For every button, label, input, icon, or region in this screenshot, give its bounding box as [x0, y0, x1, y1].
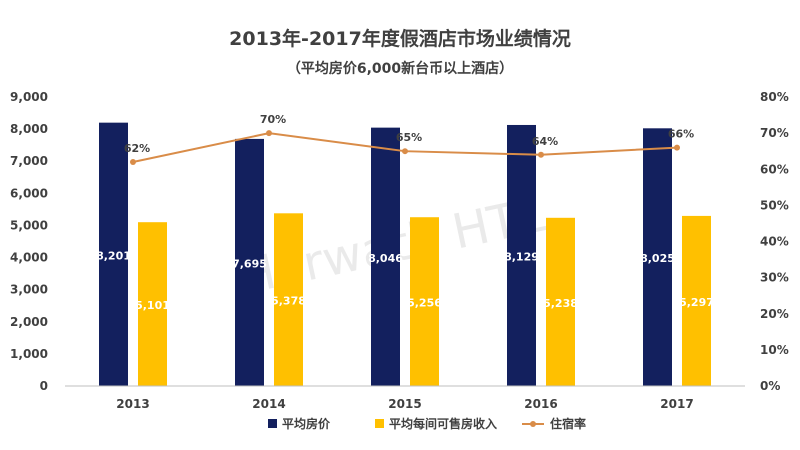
y-right-tick-label: 10%: [760, 343, 789, 357]
bar-revpar-label: 5,101: [135, 299, 170, 312]
x-tick-label: 2015: [388, 397, 421, 411]
line-occupancy-label: 65%: [396, 131, 422, 144]
y-right-tick-label: 30%: [760, 271, 789, 285]
bar-revpar-label: 5,256: [407, 297, 442, 310]
bar-avg-room-rate: [235, 138, 264, 386]
legend-label-occupancy: 住宿率: [550, 416, 586, 431]
line-occupancy-point: [538, 151, 544, 158]
bar-avg-room-rate-label: 8,129: [504, 250, 539, 263]
bar-revpar: [410, 217, 439, 386]
bar-revpar-label: 5,297: [679, 296, 714, 309]
x-tick-label: 2014: [252, 397, 285, 411]
bar-avg-room-rate-label: 7,695: [232, 257, 267, 270]
bar-avg-room-rate: [643, 128, 672, 386]
bar-avg-room-rate-label: 8,046: [368, 252, 403, 265]
y-left-tick-label: 3,000: [10, 283, 48, 297]
bar-avg-room-rate-label: 8,025: [640, 252, 675, 265]
y-right-tick-label: 60%: [760, 162, 789, 176]
y-right-tick-label: 80%: [760, 90, 789, 104]
y-left-tick-label: 2,000: [10, 315, 48, 329]
y-right-tick-label: 40%: [760, 235, 789, 249]
bar-avg-room-rate: [507, 124, 536, 386]
y-left-tick-label: 1,000: [10, 347, 48, 361]
chart-title: 2013年-2017年度假酒店市场业绩情况: [229, 27, 571, 50]
y-right-tick-label: 0%: [760, 379, 780, 393]
bar-revpar: [138, 222, 167, 386]
bar-avg-room-rate: [99, 122, 128, 387]
legend-label-avg-room-rate: 平均房价: [282, 416, 331, 431]
y-left-tick-label: 6,000: [10, 186, 48, 200]
bar-revpar-label: 5,378: [271, 295, 306, 308]
legend-label-revpar: 平均每间可售房收入: [389, 416, 497, 431]
y-left-tick-label: 5,000: [10, 218, 48, 232]
line-occupancy-label: 62%: [124, 142, 150, 155]
chart-subtitle: （平均房价6,000新台币以上酒店）: [287, 60, 513, 77]
line-occupancy-point: [130, 159, 136, 166]
bar-revpar: [274, 213, 303, 386]
y-right-tick-label: 70%: [760, 126, 789, 140]
x-tick-label: 2016: [524, 397, 557, 411]
plot-area: 0 1,000 2,000 3,000 4,000 5,000 6,000 7,000 8,00…: [10, 90, 789, 411]
legend-swatch-avg-room-rate: [268, 419, 277, 428]
bar-revpar: [546, 217, 575, 386]
legend: 平均房价 平均每间可售房收入 住宿率: [268, 416, 586, 431]
line-occupancy-label: 64%: [532, 135, 558, 148]
line-occupancy-label: 70%: [260, 113, 286, 126]
y-left-tick-label: 9,000: [10, 90, 48, 104]
y-left-tick-label: 0: [40, 379, 48, 393]
line-occupancy-point: [674, 144, 680, 151]
line-occupancy-label: 66%: [668, 128, 694, 141]
y-right-tick-label: 20%: [760, 307, 789, 321]
y-right-tick-label: 50%: [760, 198, 789, 212]
y-left-tick-label: 7,000: [10, 154, 48, 168]
y-left-tick-label: 8,000: [10, 122, 48, 136]
bar-avg-room-rate-label: 8,201: [96, 249, 131, 262]
legend-swatch-revpar: [375, 419, 384, 428]
bar-revpar: [682, 215, 711, 386]
bar-avg-room-rate: [371, 127, 400, 386]
x-tick-label: 2013: [116, 397, 149, 411]
line-occupancy-point: [402, 148, 408, 155]
legend-marker-occupancy: [530, 421, 536, 427]
x-tick-label: 2017: [660, 397, 693, 411]
y-left-tick-label: 4,000: [10, 251, 48, 265]
line-occupancy-point: [266, 130, 272, 137]
bar-revpar-label: 5,238: [543, 297, 578, 310]
